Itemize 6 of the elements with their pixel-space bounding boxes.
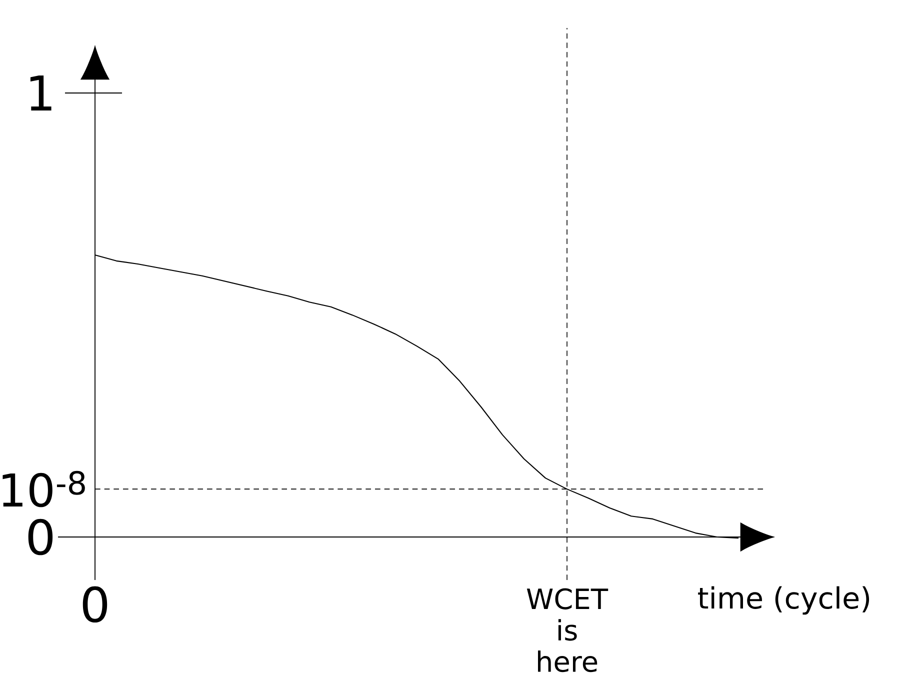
text: 0 — [28, 518, 53, 556]
text: 1 — [30, 76, 52, 110]
x-axis-title: time (cycle) — [698, 586, 870, 615]
text: WCET is here — [526, 588, 608, 672]
text: 10$^{-8}$ — [2, 470, 85, 508]
text: 0 — [82, 586, 108, 623]
